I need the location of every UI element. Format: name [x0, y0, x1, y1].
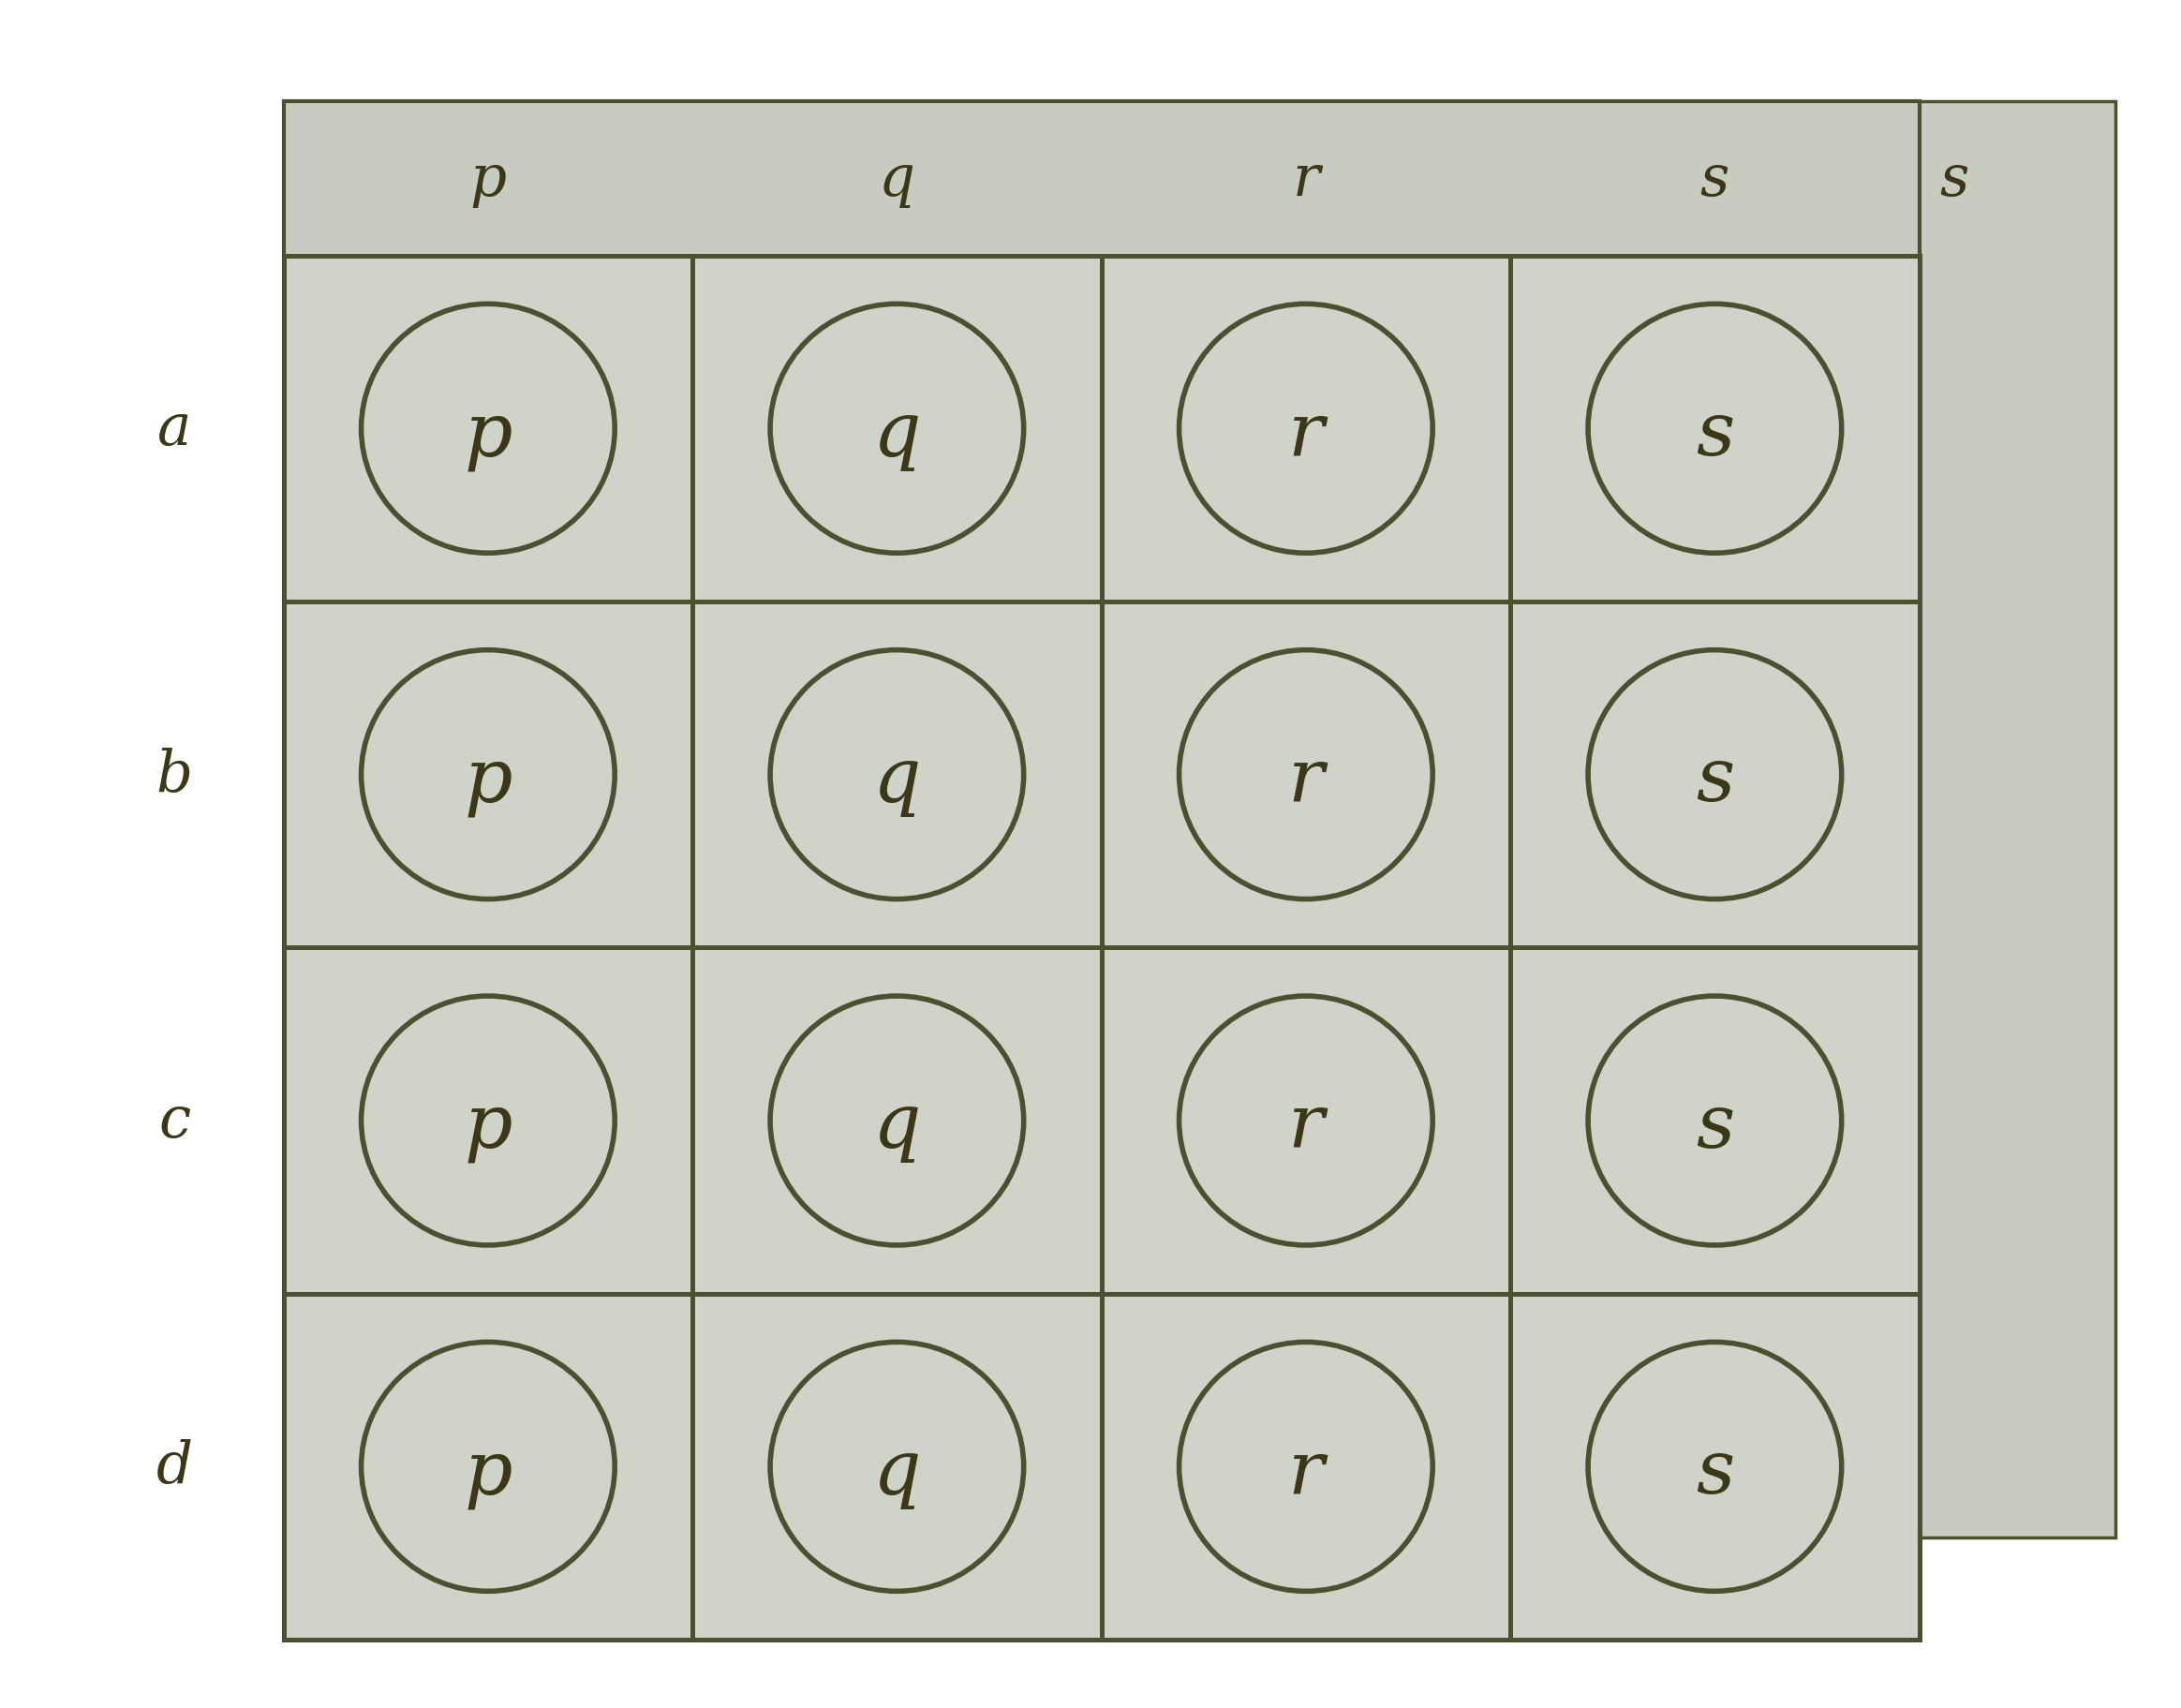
- Text: r: r: [1287, 398, 1324, 470]
- Bar: [284, 948, 691, 1295]
- Ellipse shape: [362, 1342, 615, 1592]
- Text: r: r: [1287, 1436, 1324, 1508]
- Text: q: q: [879, 152, 916, 207]
- Text: s: s: [1695, 1090, 1734, 1161]
- Bar: [1509, 948, 1919, 1295]
- Ellipse shape: [362, 304, 615, 553]
- Ellipse shape: [1180, 996, 1433, 1245]
- Ellipse shape: [770, 1342, 1023, 1592]
- Bar: [1101, 948, 1509, 1295]
- Text: p: p: [465, 1436, 513, 1508]
- Ellipse shape: [1180, 304, 1433, 553]
- Text: q: q: [872, 1436, 920, 1508]
- Bar: [284, 603, 691, 948]
- Bar: [284, 102, 1919, 1640]
- Text: r: r: [1291, 152, 1320, 207]
- Text: r: r: [1618, 152, 1647, 207]
- Bar: [1509, 256, 1919, 603]
- Text: s: s: [1695, 398, 1734, 470]
- Bar: [1101, 256, 1509, 603]
- Text: q: q: [872, 1090, 920, 1161]
- Text: p: p: [465, 398, 513, 470]
- Ellipse shape: [1180, 1342, 1433, 1592]
- Text: r: r: [1287, 745, 1324, 816]
- Text: s: s: [1695, 745, 1734, 816]
- Text: r: r: [1287, 1090, 1324, 1161]
- Ellipse shape: [770, 304, 1023, 553]
- Text: b: b: [157, 746, 192, 803]
- Text: p: p: [465, 745, 513, 816]
- Text: s: s: [1695, 1436, 1734, 1508]
- Ellipse shape: [770, 996, 1023, 1245]
- Text: d: d: [157, 1438, 192, 1494]
- Bar: [1509, 603, 1919, 948]
- Bar: [829, 102, 2116, 1537]
- Ellipse shape: [1180, 651, 1433, 900]
- Ellipse shape: [770, 651, 1023, 900]
- Bar: [1101, 1295, 1509, 1640]
- Text: c: c: [159, 1093, 190, 1149]
- Text: p: p: [469, 152, 506, 207]
- Text: s: s: [1941, 152, 1969, 207]
- Bar: [1509, 1295, 1919, 1640]
- Bar: [691, 948, 1101, 1295]
- Ellipse shape: [362, 651, 615, 900]
- Ellipse shape: [1588, 304, 1841, 553]
- Ellipse shape: [1588, 651, 1841, 900]
- Ellipse shape: [362, 996, 615, 1245]
- Bar: [691, 1295, 1101, 1640]
- Bar: [284, 256, 691, 603]
- Text: p: p: [465, 1090, 513, 1161]
- Ellipse shape: [1588, 996, 1841, 1245]
- Text: p: p: [971, 152, 1008, 207]
- Bar: [691, 256, 1101, 603]
- Ellipse shape: [1588, 1342, 1841, 1592]
- Text: s: s: [1701, 152, 1730, 207]
- Text: q: q: [1293, 152, 1330, 207]
- Bar: [691, 603, 1101, 948]
- Text: q: q: [872, 745, 920, 816]
- Bar: [284, 1295, 691, 1640]
- Bar: [1101, 603, 1509, 948]
- Text: q: q: [872, 398, 920, 470]
- Text: a: a: [157, 401, 192, 458]
